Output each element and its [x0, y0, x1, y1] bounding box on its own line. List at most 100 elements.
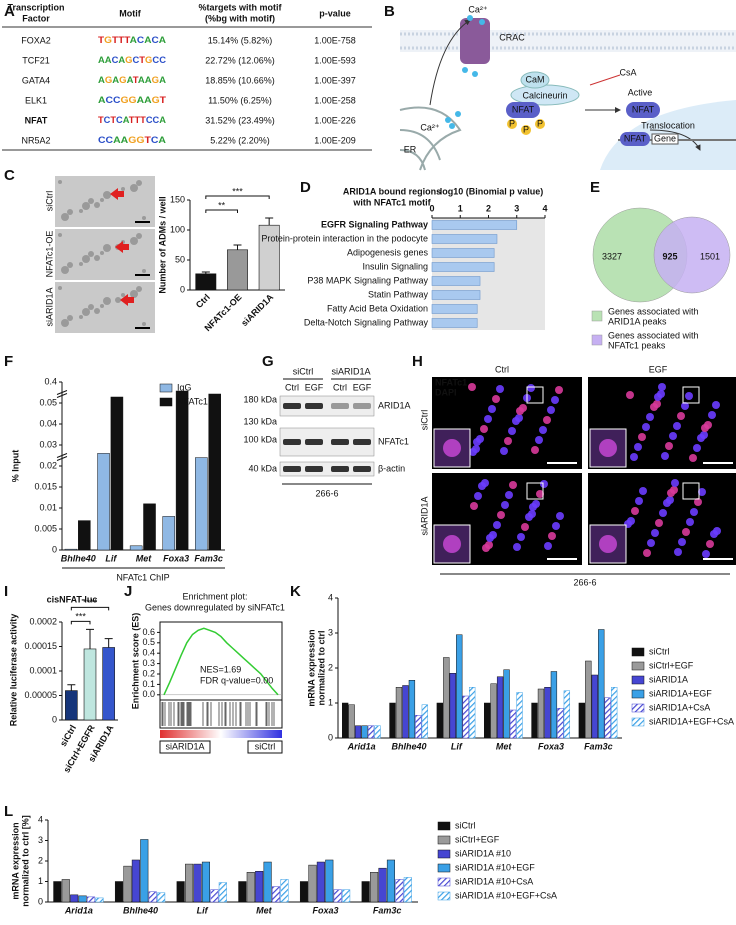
- nucleus: [651, 529, 659, 537]
- band: [331, 403, 349, 409]
- legend-swatch: [437, 821, 451, 831]
- x-tick-label: Met: [496, 741, 513, 751]
- cell: [142, 269, 146, 273]
- bar: [591, 674, 598, 739]
- nucleus: [655, 519, 663, 527]
- table-cell: 5.22% (2.20%): [210, 135, 270, 145]
- nucleus: [469, 448, 477, 456]
- cell: [88, 304, 94, 310]
- bar: [61, 879, 70, 903]
- nucleus: [671, 479, 679, 487]
- nucleus: [473, 438, 481, 446]
- band: [353, 403, 371, 409]
- bar: [246, 872, 255, 903]
- cell-line: 266-6: [573, 577, 596, 587]
- x-tick-label: Foxa3: [312, 905, 338, 915]
- legend-swatch: [437, 863, 451, 873]
- bar: [255, 871, 264, 903]
- axis-break: [56, 390, 68, 398]
- legend-label: siARID1A #10: [455, 848, 511, 858]
- x-tick-label: 1: [458, 203, 463, 213]
- kda-marker: 180 kDa: [243, 394, 277, 404]
- nucleus: [681, 402, 689, 410]
- nucleus: [513, 543, 521, 551]
- bar: [129, 545, 143, 551]
- bar: [484, 702, 491, 739]
- nucleus: [543, 416, 551, 424]
- y-tick-label: 0.4: [142, 648, 155, 658]
- diagram-label: Ca²⁺: [468, 4, 488, 14]
- y-axis-label: % Input: [10, 450, 20, 483]
- bar: [421, 704, 429, 739]
- table-header: Motif: [119, 8, 141, 18]
- ca-ion: [462, 67, 468, 73]
- bar: [496, 676, 504, 739]
- nucleus: [643, 549, 651, 557]
- nucleus: [521, 523, 529, 531]
- bar: [110, 396, 124, 551]
- cell: [88, 251, 94, 257]
- nucleus: [661, 452, 669, 460]
- nucleus: [690, 508, 698, 516]
- ca-ion: [449, 123, 455, 129]
- rank-bar: [160, 730, 282, 738]
- cell: [58, 286, 62, 290]
- panel-label: B: [384, 3, 395, 20]
- gene: [651, 133, 679, 145]
- nucleus: [654, 393, 662, 401]
- y-tick-label: 4: [328, 592, 333, 602]
- bar: [550, 671, 558, 739]
- legend-label: siARID1A #10+CsA: [455, 876, 533, 886]
- diagram-label: Translocation: [641, 120, 695, 130]
- cell: [61, 213, 69, 221]
- bar: [97, 453, 110, 551]
- bar: [65, 690, 78, 721]
- stain-label: NFATc1: [435, 377, 467, 387]
- bar: [201, 861, 211, 903]
- kda-marker: 100 kDa: [243, 434, 277, 444]
- cell: [79, 262, 83, 266]
- bar: [598, 629, 605, 739]
- x-tick-label: Lif: [105, 553, 117, 563]
- panel-label: J: [124, 583, 132, 600]
- legend-swatch: [437, 877, 451, 887]
- nucleus: [682, 528, 690, 536]
- table-cell: 22.72% (12.06%): [205, 55, 275, 65]
- nucleus: [635, 497, 643, 505]
- y-tick-label: 2: [328, 662, 333, 672]
- diagram-label: ER: [404, 144, 417, 154]
- bar: [348, 704, 355, 739]
- legend-label: IgG: [177, 382, 192, 392]
- bar: [469, 687, 476, 739]
- table-cell: TCF21: [22, 55, 50, 65]
- legend-label: siCtrl+EGF: [649, 660, 694, 670]
- ca-ion: [445, 117, 451, 123]
- y-tick-label: 1: [38, 876, 43, 886]
- cell: [136, 286, 142, 292]
- nucleus: [527, 384, 535, 392]
- bar: [308, 864, 317, 903]
- cell: [82, 202, 90, 210]
- ca-ion: [455, 111, 461, 117]
- table-header: (%bg with motif): [205, 13, 275, 23]
- y-axis-label: Number of ADMs / well: [157, 196, 167, 293]
- nucleus: [492, 395, 500, 403]
- blot-strip: [279, 461, 375, 477]
- cell-line: 266-6: [315, 488, 338, 498]
- bar: [456, 634, 463, 739]
- cell: [58, 233, 62, 237]
- nucleus: [555, 386, 563, 394]
- annotation: NES=1.69: [200, 664, 241, 674]
- nucleus: [505, 491, 513, 499]
- legend-label: NFATc1: [177, 396, 208, 406]
- bar: [431, 290, 481, 300]
- motif-logo: ACCGGAAGT: [98, 95, 167, 105]
- cell: [67, 315, 73, 321]
- nucleus: [626, 391, 634, 399]
- bar: [611, 687, 618, 739]
- sig-bracket: [205, 209, 238, 213]
- nucleus: [509, 481, 517, 489]
- blot-group: siCtrl: [293, 366, 314, 376]
- y-axis-label: normalized to ctrl [%]: [20, 815, 30, 907]
- nucleus: [642, 423, 650, 431]
